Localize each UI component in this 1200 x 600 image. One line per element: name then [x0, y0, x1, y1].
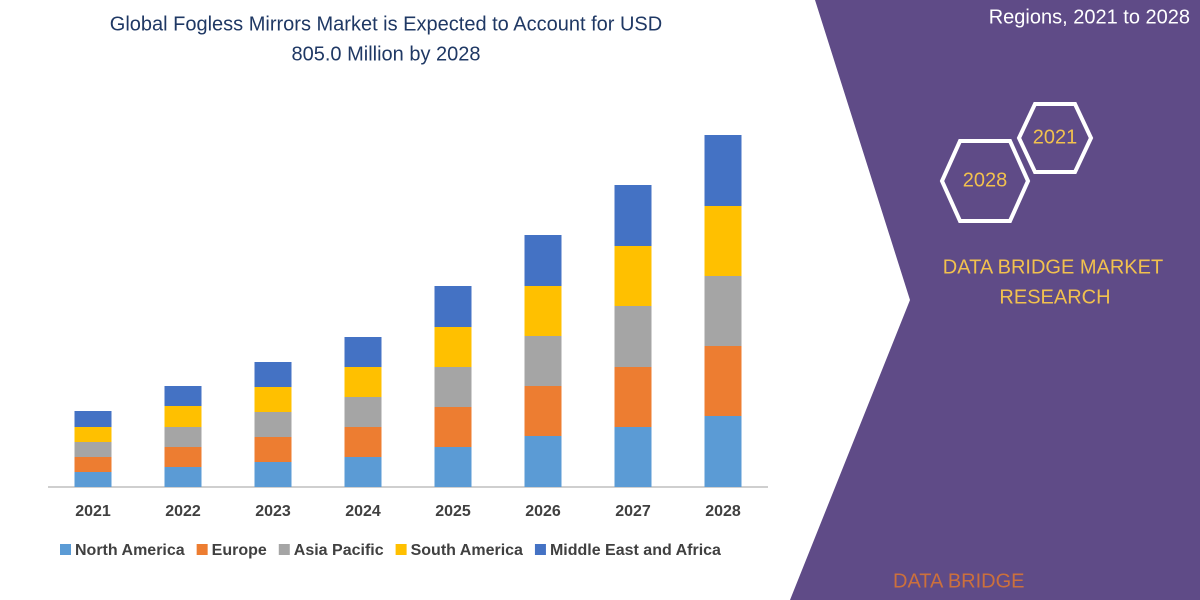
legend-label: Middle East and Africa — [550, 542, 721, 559]
x-tick-label: 2024 — [345, 503, 381, 520]
brand-text: DATA BRIDGE MARKET — [943, 256, 1163, 278]
x-tick-label: 2027 — [615, 503, 651, 520]
bar-segment — [344, 337, 382, 367]
bar-segment — [254, 362, 292, 387]
bar-segment — [434, 407, 472, 447]
bar-segment — [704, 346, 742, 416]
bar-segment — [524, 336, 562, 386]
legend-swatch — [395, 544, 407, 555]
bar-segment — [164, 467, 202, 487]
bar-segment — [164, 427, 202, 447]
bar-segment — [434, 286, 472, 327]
bar-segment — [74, 457, 112, 472]
bar-segment — [344, 397, 382, 427]
bar-segment — [704, 135, 742, 206]
bar-segment — [434, 367, 472, 407]
bar-segment — [614, 185, 652, 246]
bar-segment — [704, 206, 742, 276]
bar-segment — [344, 367, 382, 397]
legend-swatch — [278, 544, 290, 555]
chart-title: 805.0 Million by 2028 — [291, 43, 480, 65]
bar-segment — [164, 386, 202, 406]
bar-segment — [254, 437, 292, 462]
x-tick-label: 2021 — [75, 503, 111, 520]
bar-segment — [344, 457, 382, 487]
bar-segment — [164, 406, 202, 427]
panel-subtitle: Regions, 2021 to 2028 — [989, 6, 1190, 28]
chart-title: Global Fogless Mirrors Market is Expecte… — [110, 13, 662, 35]
bar-segment — [704, 276, 742, 346]
x-tick-label: 2023 — [255, 503, 291, 520]
x-tick-label: 2026 — [525, 503, 561, 520]
legend-swatch — [60, 544, 71, 555]
logo-text: DATA BRIDGE — [893, 570, 1025, 592]
bar-segment — [74, 442, 112, 457]
legend-label: North America — [75, 542, 185, 559]
bar-segment — [524, 286, 562, 336]
bar-segment — [614, 306, 652, 367]
bar-segment — [434, 327, 472, 367]
bar-segment — [614, 246, 652, 306]
bar-segment — [614, 367, 652, 427]
bar-segment — [254, 412, 292, 437]
bar-segment — [254, 462, 292, 487]
hexagon — [1016, 102, 1094, 174]
x-tick-label: 2022 — [165, 503, 201, 520]
bar-segment — [524, 235, 562, 286]
hexagon — [939, 139, 1031, 223]
bar-segment — [524, 386, 562, 436]
side-panel — [790, 0, 1200, 600]
bar-segment — [74, 427, 112, 442]
legend-swatch — [534, 544, 546, 555]
bar-segment — [74, 411, 112, 427]
bar-segment — [614, 427, 652, 487]
x-tick-label: 2028 — [705, 503, 741, 520]
bar-segment — [74, 472, 112, 487]
bar-segment — [254, 387, 292, 412]
bar-segment — [164, 447, 202, 467]
legend-swatch — [196, 544, 208, 555]
bar-segment — [344, 427, 382, 457]
legend-label: Asia Pacific — [294, 542, 384, 559]
brand-text: RESEARCH — [999, 286, 1110, 308]
badge-label: 2028 — [963, 169, 1008, 191]
bar-segment — [704, 416, 742, 487]
legend-label: South America — [411, 542, 523, 559]
legend-label: Europe — [212, 542, 267, 559]
bar-segment — [524, 436, 562, 487]
badge-label: 2021 — [1033, 126, 1078, 148]
bar-segment — [434, 447, 472, 487]
x-tick-label: 2025 — [435, 503, 471, 520]
